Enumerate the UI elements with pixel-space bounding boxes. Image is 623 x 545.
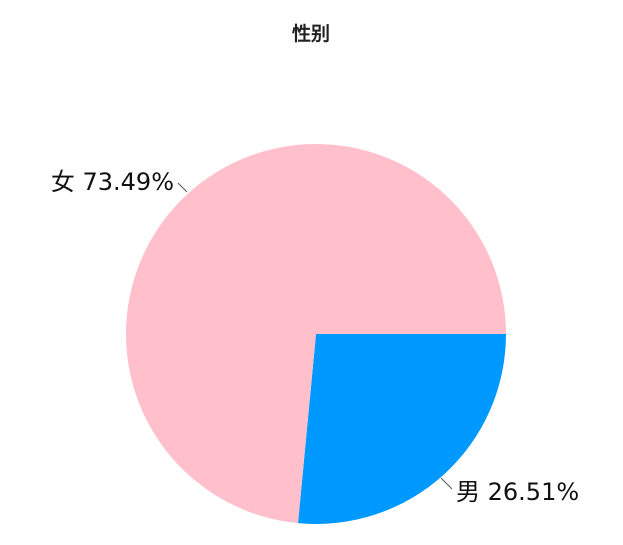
leader-line-1 (440, 477, 453, 490)
chart-title: 性别 (292, 22, 330, 45)
leader-lines (177, 182, 453, 490)
slice-labels: 男 26.51% 女 73.49% (51, 168, 579, 506)
pie-slice-1 (298, 334, 506, 524)
pie-slices (126, 144, 507, 524)
slice-label-1: 男 26.51% (456, 478, 579, 506)
leader-line-2 (177, 182, 188, 193)
pie-slice-2 (126, 144, 507, 524)
slice-label-2: 女 73.49% (51, 168, 174, 196)
